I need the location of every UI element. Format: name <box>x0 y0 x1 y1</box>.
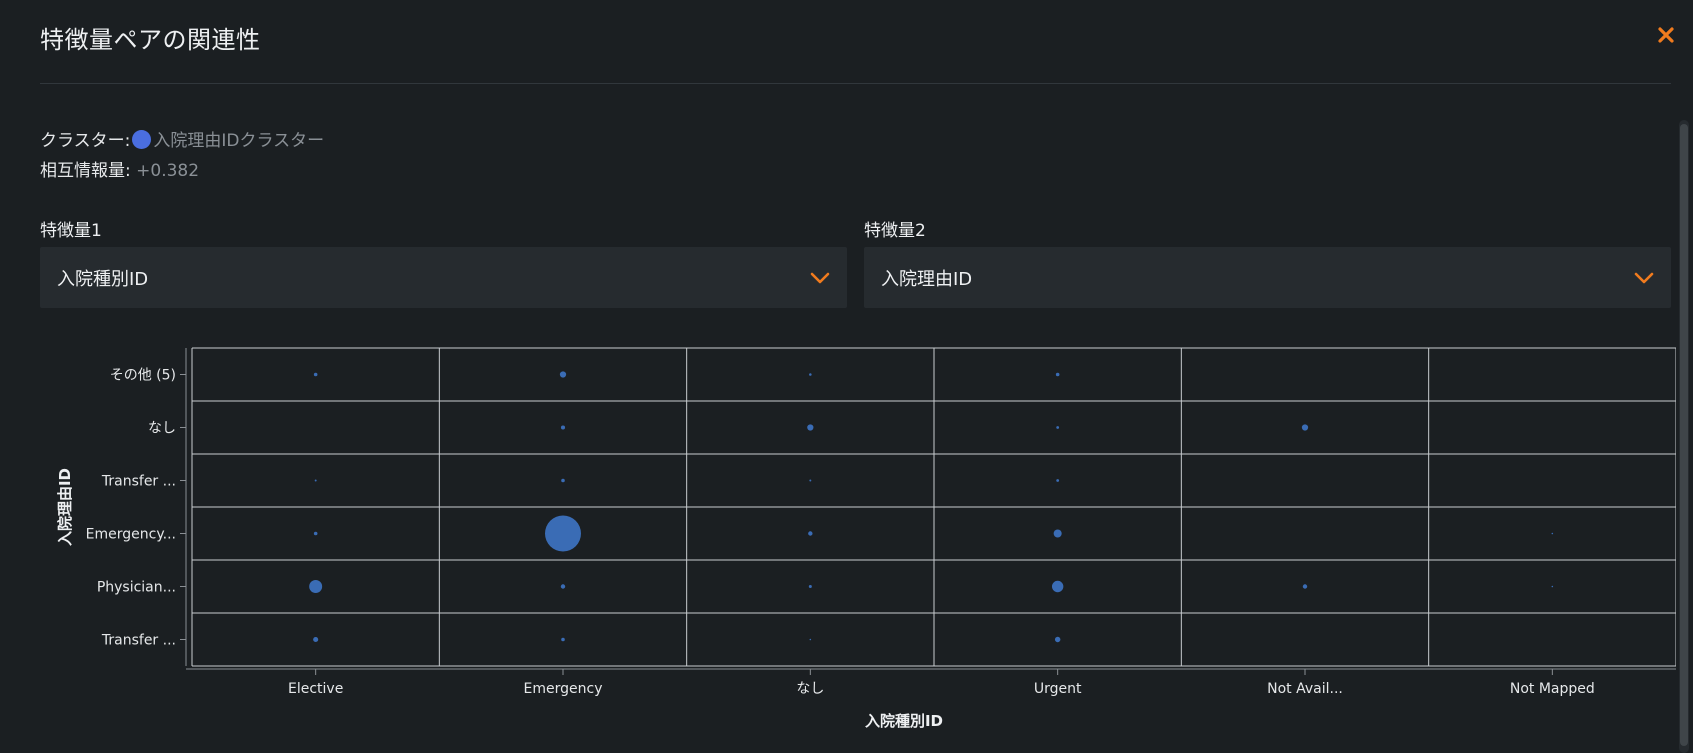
bubble-point <box>1551 585 1554 588</box>
x-axis-title: 入院種別ID <box>865 712 943 730</box>
bubble-point <box>808 584 812 589</box>
dialog-title: 特徴量ペアの関連性 <box>40 26 261 54</box>
bubble-point <box>559 371 567 378</box>
feature2-value: 入院理由ID <box>881 269 973 290</box>
bubble-point <box>1051 580 1064 593</box>
x-tick-label: Not Mapped <box>1510 681 1595 697</box>
bubble-point <box>1054 636 1061 643</box>
bubble-point <box>314 479 317 482</box>
cluster-value: 入院理由IDクラスター <box>153 131 325 151</box>
bubble-point <box>313 372 318 377</box>
y-tick-label: Transfer ... <box>101 633 176 649</box>
bubble-point <box>809 479 812 482</box>
bubble-point <box>809 373 812 376</box>
chevron-down-icon <box>810 272 830 284</box>
bubble-point <box>1055 372 1060 377</box>
bubble-point <box>561 637 565 642</box>
x-tick-label: Elective <box>288 681 343 697</box>
y-tick-label: その他 (5) <box>110 368 176 384</box>
x-tick-label: なし <box>796 681 824 697</box>
scrollbar[interactable] <box>1679 120 1689 753</box>
bubble-point <box>809 638 812 641</box>
feature1-value: 入院種別ID <box>57 269 149 290</box>
x-tick-label: Urgent <box>1034 681 1082 697</box>
header-divider <box>40 83 1671 84</box>
cluster-info: クラスター: 入院理由IDクラスター <box>40 126 324 151</box>
bubble-point <box>313 636 319 643</box>
y-tick-label: なし <box>148 421 176 437</box>
feature1-label: 特徴量1 <box>40 221 102 241</box>
y-axis-title: 入院理由ID <box>56 468 74 546</box>
chevron-down-icon <box>1634 272 1654 284</box>
association-bubble-chart: その他 (5) なし Transfer ... Emergency... Physici… <box>56 347 1676 730</box>
y-tick-label: Transfer ... <box>101 474 176 490</box>
bubble-point <box>1053 529 1062 538</box>
mi-value: +0.382 <box>136 161 200 181</box>
bubble-point <box>545 515 581 552</box>
cluster-color-dot <box>132 130 152 149</box>
feature2-label: 特徴量2 <box>864 221 926 241</box>
y-tick-label: Physician... <box>97 580 176 596</box>
bubble-point <box>808 531 813 536</box>
bubble-point <box>313 531 318 536</box>
mi-label: 相互情報量: <box>40 161 131 181</box>
bubble-point <box>1551 532 1554 535</box>
x-tick-label: Emergency <box>524 681 603 697</box>
x-tick-label: Not Avail... <box>1267 681 1343 697</box>
feature2-select[interactable]: 入院理由ID <box>864 247 1671 308</box>
scrollbar-thumb[interactable] <box>1680 124 1688 746</box>
bubble-point <box>561 478 565 483</box>
close-button[interactable] <box>1653 22 1679 48</box>
cluster-label: クラスター: <box>40 131 131 151</box>
close-icon <box>1658 27 1674 43</box>
bubble-point <box>1056 479 1060 482</box>
mutual-information-info: 相互情報量: +0.382 <box>40 156 199 181</box>
bubble-point <box>560 425 566 430</box>
bubble-point <box>1056 426 1060 429</box>
bubble-point <box>560 584 566 589</box>
bubble-point <box>1302 584 1308 589</box>
bubble-point <box>1301 424 1309 431</box>
feature1-select[interactable]: 入院種別ID <box>40 247 847 308</box>
bubble-point <box>309 580 323 593</box>
bubble-point <box>807 424 814 431</box>
y-tick-label: Emergency... <box>86 527 176 543</box>
